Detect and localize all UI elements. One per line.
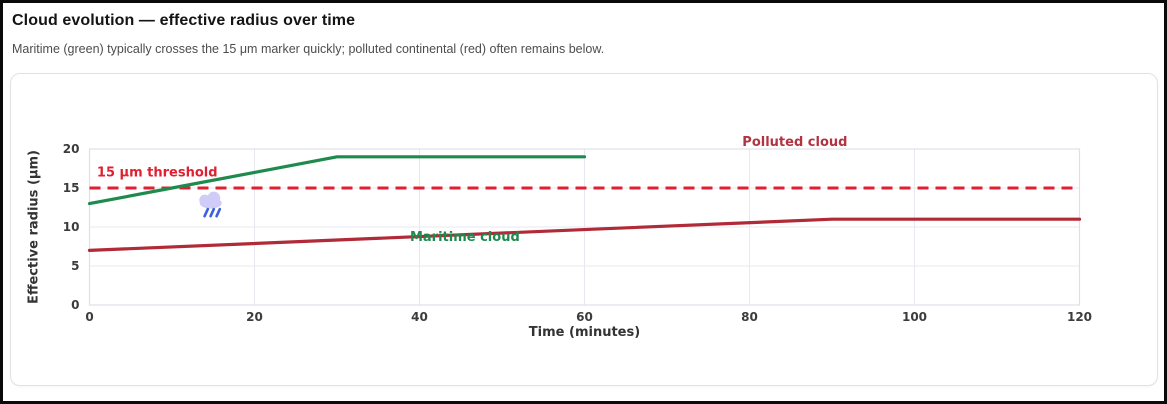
y-axis-label: Effective radius (μm) xyxy=(27,150,42,304)
x-tick-label: 60 xyxy=(576,310,593,324)
threshold-label: 15 μm threshold xyxy=(97,165,218,180)
x-tick-label: 20 xyxy=(246,310,263,324)
polluted-cloud-label: Polluted cloud xyxy=(742,135,847,150)
rain-drops xyxy=(203,207,222,218)
x-tick-label: 100 xyxy=(902,310,927,324)
series-line-polluted-cloud xyxy=(87,217,1082,252)
x-tick-label: 0 xyxy=(85,310,93,324)
plot-border xyxy=(88,148,1081,306)
page-subtitle: Maritime (green) typically crosses the 1… xyxy=(12,42,605,56)
page-title: Cloud evolution — effective radius over … xyxy=(12,12,356,29)
rain-cloud-emoji xyxy=(199,191,222,218)
x-tick-label: 80 xyxy=(741,310,758,324)
y-tick-label: 20 xyxy=(63,142,80,156)
series-line-maritime-cloud xyxy=(87,155,587,206)
header: Cloud evolution — effective radius over … xyxy=(3,3,1164,56)
y-tick-label: 5 xyxy=(71,259,79,273)
line-chart: 0 20 40 60 80 100 120 0 5 10 15 20 Time (minutes) Eff… xyxy=(27,135,1093,340)
chart-card: 0 20 40 60 80 100 120 0 5 10 15 20 Time (minutes) Eff… xyxy=(10,73,1158,386)
x-axis-label: Time (minutes) xyxy=(529,325,640,340)
y-tick-label: 15 xyxy=(63,181,80,195)
x-tick-label: 40 xyxy=(411,310,428,324)
y-tick-label: 10 xyxy=(63,220,80,234)
y-tick-label: 0 xyxy=(71,298,79,312)
x-tick-label: 120 xyxy=(1067,310,1092,324)
rain-cloud-body xyxy=(199,197,222,209)
maritime-cloud-label: Maritime cloud xyxy=(410,230,520,245)
